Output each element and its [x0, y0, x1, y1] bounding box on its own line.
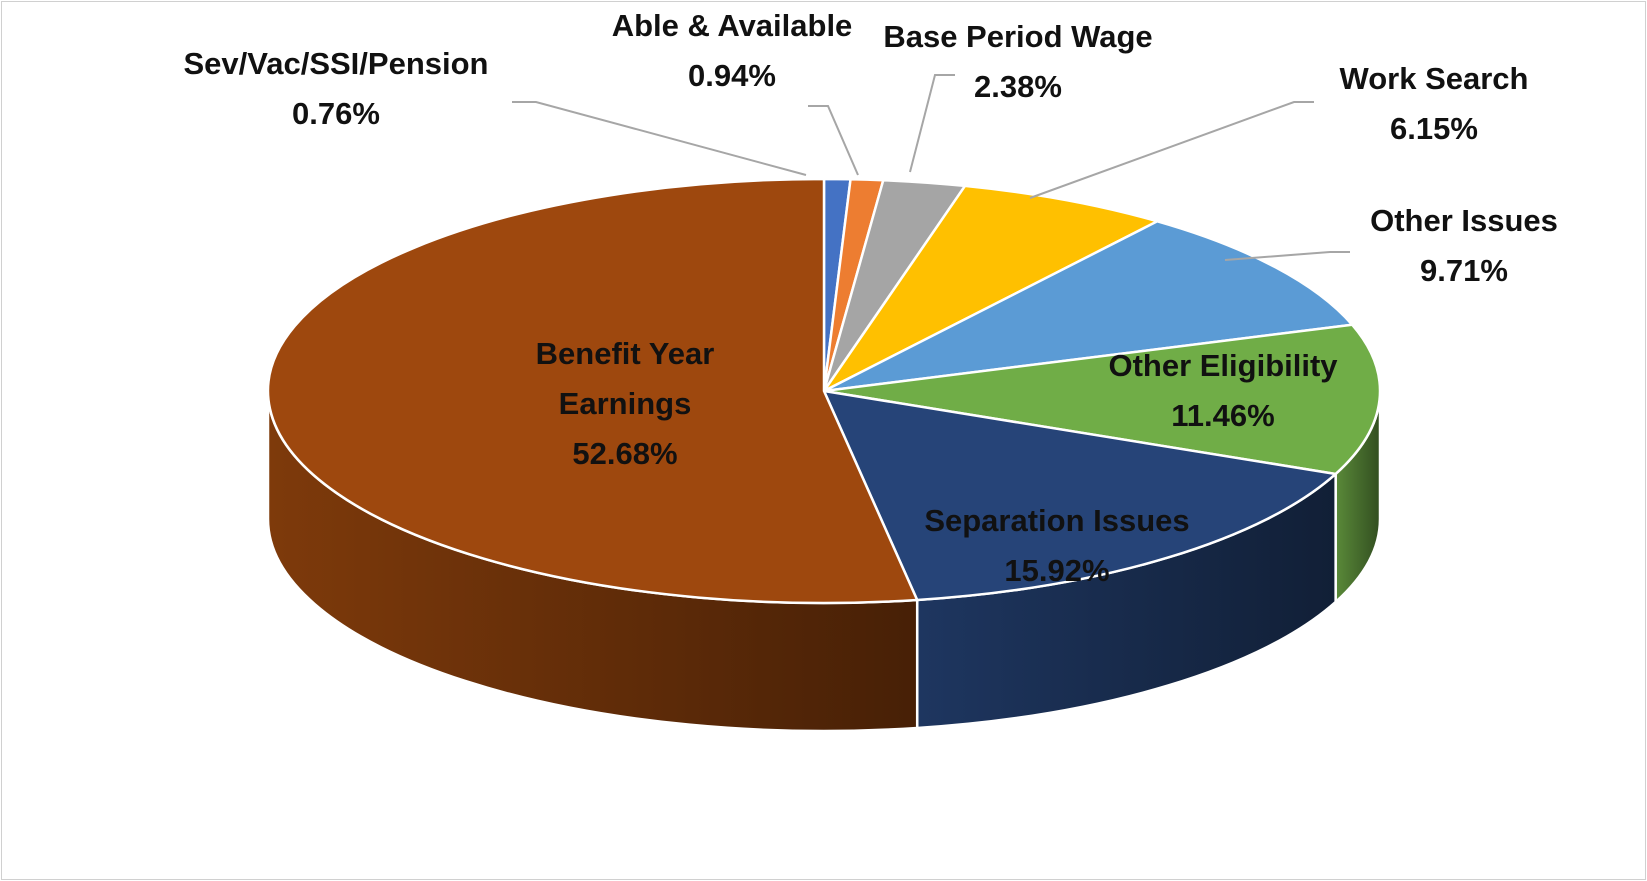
pie-slice-separation-issues [822, 389, 1337, 602]
slice-name-label: Work Search [1340, 61, 1529, 96]
slice-name-label: Earnings [559, 386, 692, 421]
slice-value-label: 11.46% [1171, 398, 1274, 433]
slice-name-label: Benefit Year [536, 336, 715, 371]
leader-line-work-search [1029, 101, 1314, 199]
slice-value-label: 52.68% [572, 436, 677, 471]
slice-value-label: 15.92% [1004, 553, 1109, 588]
pie-slice-benefit-year-earnings [266, 177, 919, 605]
leader-line-sev-vac-ssi-pension [512, 101, 807, 176]
slice-name-label: Base Period Wage [883, 19, 1152, 54]
data-label-sev-vac-ssi-pension: Sev/Vac/SSI/Pension 0.76% [184, 46, 489, 131]
data-label-separation-issues: Separation Issues 15.92% [924, 503, 1189, 588]
data-label-able-available: Able & Available 0.94% [612, 8, 853, 93]
slice-value-label: 0.94% [688, 58, 776, 93]
slice-name-label: Able & Available [612, 8, 853, 43]
slice-value-label: 0.76% [292, 96, 380, 131]
data-label-base-period-wage: Base Period Wage 2.38% [883, 19, 1152, 104]
data-label-work-search: Work Search 6.15% [1340, 61, 1529, 146]
slice-value-label: 9.71% [1420, 253, 1508, 288]
slice-value-label: 2.38% [974, 69, 1062, 104]
slice-value-label: 6.15% [1390, 111, 1478, 146]
slice-name-label: Other Eligibility [1108, 348, 1338, 383]
leader-line-able-available [808, 105, 859, 176]
pie-slice-other-eligibility [822, 323, 1382, 476]
slice-name-label: Separation Issues [924, 503, 1189, 538]
data-label-other-issues: Other Issues 9.71% [1370, 203, 1558, 288]
data-label-benefit-year-earnings: Benefit Year Earnings 52.68% [536, 336, 715, 471]
pie-slice-work-search [822, 184, 1159, 393]
slice-name-label: Other Issues [1370, 203, 1558, 238]
leader-line-other-issues [1224, 251, 1350, 261]
data-label-other-eligibility: Other Eligibility 11.46% [1108, 348, 1338, 433]
pie-slice-other-issues [822, 220, 1354, 393]
leader-line-base-period-wage [909, 74, 955, 173]
slice-name-label: Sev/Vac/SSI/Pension [184, 46, 489, 81]
